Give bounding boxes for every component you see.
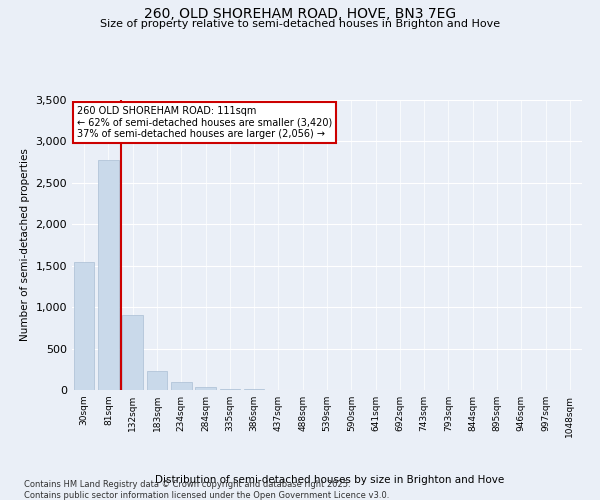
Text: Contains HM Land Registry data © Crown copyright and database right 2025.
Contai: Contains HM Land Registry data © Crown c… <box>24 480 389 500</box>
Bar <box>74 262 94 390</box>
Text: Distribution of semi-detached houses by size in Brighton and Hove: Distribution of semi-detached houses by … <box>155 475 505 485</box>
Y-axis label: Number of semi-detached properties: Number of semi-detached properties <box>20 148 30 342</box>
Bar <box>146 371 167 390</box>
Bar <box>195 387 216 390</box>
Bar <box>220 388 240 390</box>
Bar <box>122 316 143 390</box>
Text: Size of property relative to semi-detached houses in Brighton and Hove: Size of property relative to semi-detach… <box>100 19 500 29</box>
Text: 260 OLD SHOREHAM ROAD: 111sqm
← 62% of semi-detached houses are smaller (3,420)
: 260 OLD SHOREHAM ROAD: 111sqm ← 62% of s… <box>77 106 332 139</box>
Bar <box>98 160 119 390</box>
Bar <box>171 382 191 390</box>
Text: 260, OLD SHOREHAM ROAD, HOVE, BN3 7EG: 260, OLD SHOREHAM ROAD, HOVE, BN3 7EG <box>144 8 456 22</box>
